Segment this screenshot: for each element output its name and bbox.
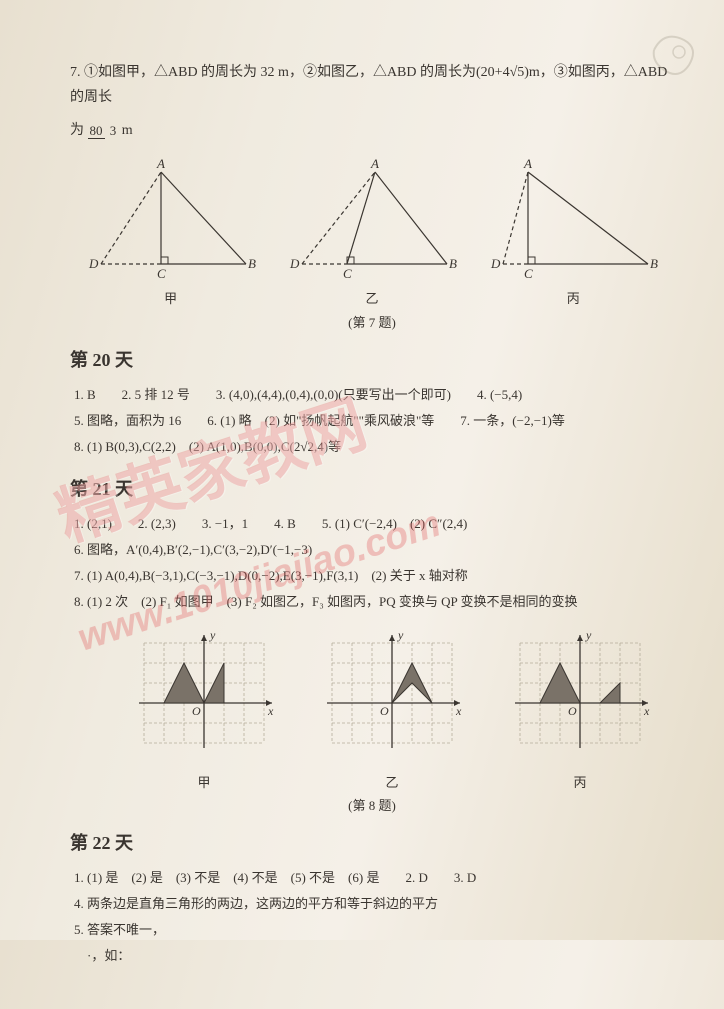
svg-text:O: O [568,704,577,718]
svg-text:A: A [156,156,165,171]
svg-text:D: D [88,256,99,271]
day22-line: ·，如： [74,943,674,969]
day20-line: 8. (1) B(0,3),C(2,2) (2) A(1,0),B(0,0),C… [74,434,674,460]
svg-text:O: O [192,704,201,718]
triangle-caption: 甲 [86,288,256,307]
frac-den: 3 [108,123,119,138]
day22-line: 4. 两条边是直角三角形的两边，这两边的平方和等于斜边的平方 [74,891,674,917]
grid-chart: x y O 乙 [322,623,462,791]
day21-heading: 第 21 天 [70,475,674,501]
chart-caption: 丙 [510,772,650,791]
svg-text:C: C [157,266,166,281]
svg-text:x: x [643,704,650,718]
chart-caption: 甲 [134,772,274,791]
triangle-caption: 丙 [488,288,658,307]
svg-text:O: O [380,704,389,718]
svg-text:y: y [585,628,592,642]
fraction: 80 3 [88,119,119,142]
svg-text:C: C [343,266,352,281]
day21-line: 7. (1) A(0,4),B(−3,1),C(−3,−1),D(0,−2),E… [74,563,674,589]
triangle-figure: A B C D 丙 [488,154,658,307]
svg-text:y: y [209,628,216,642]
day21-line: 1. (2,1) 2. (2,3) 3. −1，1 4. B 5. (1) C′… [74,511,674,537]
day20-heading: 第 20 天 [70,346,674,372]
chart-caption: 乙 [322,772,462,791]
svg-text:A: A [523,156,532,171]
day21-line: 6. 图略，A′(0,4),B′(2,−1),C′(3,−2),D′(−1,−3… [74,537,674,563]
charts-row: x y O 甲 x y O 乙 x y O 丙 [110,623,674,791]
svg-text:y: y [397,628,404,642]
fig8-caption: (第 8 题) [70,795,674,814]
q7-text: 7. ①如图甲，△ABD 的周长为 32 m，②如图乙，△ABD 的周长为(20… [70,60,674,110]
day21-line: 8. (1) 2 次 (2) F₁ 如图甲 (3) F₂ 如图乙，F₃ 如图丙，… [74,589,674,615]
triangle-figure: A B C D 甲 [86,154,256,307]
svg-text:x: x [267,704,274,718]
day20-line: 1. B 2. 5 排 12 号 3. (4,0),(4,4),(0,4),(0… [74,382,674,408]
day22-heading: 第 22 天 [70,829,674,855]
svg-text:B: B [449,256,457,271]
day22-line: 1. (1) 是 (2) 是 (3) 不是 (4) 不是 (5) 不是 (6) … [74,865,674,891]
svg-text:D: D [289,256,300,271]
triangles-row: A B C D 甲 A B C D 乙 A B C D 丙 [70,154,674,307]
triangle-figure: A B C D 乙 [287,154,457,307]
svg-text:x: x [455,704,462,718]
frac-pre: 为 [70,123,84,138]
triangle-caption: 乙 [287,288,457,307]
svg-text:C: C [524,266,533,281]
frac-num: 80 [88,123,105,139]
svg-text:D: D [490,256,501,271]
svg-text:B: B [650,256,658,271]
grid-chart: x y O 甲 [134,623,274,791]
day20-line: 5. 图略，面积为 16 6. (1) 略 (2) 如"扬帆起航""乘风破浪"等… [74,408,674,434]
day22-line: 5. 答案不唯一， [74,917,674,943]
grid-chart: x y O 丙 [510,623,650,791]
q7-frac-line: 为 80 3 m [70,118,674,143]
fig7-caption: (第 7 题) [70,312,674,331]
frac-unit: m [122,123,133,138]
svg-text:B: B [248,256,256,271]
svg-text:A: A [370,156,379,171]
